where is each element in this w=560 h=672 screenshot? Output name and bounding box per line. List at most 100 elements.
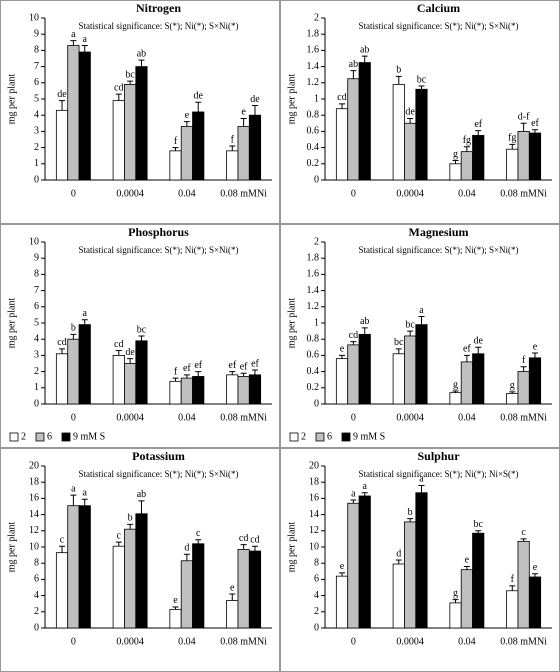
y-tick-label: 18: [29, 476, 39, 487]
y-tick-label: 3: [34, 350, 39, 361]
bar-letter: f: [231, 134, 235, 145]
bar: [358, 333, 371, 405]
bar: [248, 114, 262, 181]
chart-title: Potassium: [132, 449, 185, 463]
error-bar: [195, 539, 202, 544]
bar: [506, 590, 519, 629]
bar: [78, 505, 91, 629]
bar-letter: fg: [508, 133, 516, 144]
y-tick-label: 4: [34, 590, 39, 601]
bar-letter: d: [184, 543, 189, 554]
bar: [192, 376, 205, 405]
y-tick-label: 10: [309, 541, 319, 552]
y-tick-label: 9: [34, 252, 39, 263]
bar-letter: e: [241, 107, 246, 118]
bar: [404, 122, 417, 181]
y-tick-label: 3: [34, 126, 39, 137]
legend-label: 9 mM S: [73, 431, 105, 442]
error-bar: [350, 341, 357, 345]
bar-letter: e: [533, 341, 538, 352]
y-tick-label: 1: [314, 317, 319, 328]
legend-label: 6: [47, 431, 52, 442]
bar-letter: ef: [240, 362, 248, 373]
bar-letter: ef: [194, 360, 202, 371]
bar: [67, 505, 80, 629]
bar: [112, 100, 125, 181]
bar-letter: de: [473, 336, 483, 347]
bar: [67, 45, 80, 181]
error-bar: [531, 573, 538, 577]
bar: [112, 354, 125, 405]
bar-letter: ab: [360, 316, 369, 327]
chart-subtitle: Statistical significance: S(*); Ni(*); S…: [358, 21, 518, 31]
x-tick-label: 0.08 mMNi: [500, 188, 547, 199]
error-bar: [251, 104, 258, 116]
bar: [517, 371, 530, 405]
y-tick-label: 4: [314, 590, 319, 601]
panel-border: [0, 224, 280, 448]
bar-letter: f: [174, 366, 178, 377]
y-tick-label: 0: [34, 398, 39, 409]
error-bar: [127, 80, 134, 85]
chart-title: Calcium: [417, 1, 460, 15]
bar: [226, 374, 239, 405]
bar: [460, 151, 473, 181]
bar: [347, 344, 360, 405]
bar: [528, 357, 542, 405]
bar-letter: a: [71, 29, 76, 40]
y-axis-label: mg per plant: [286, 74, 297, 125]
y-tick-label: 16: [309, 493, 319, 504]
x-tick-label: 0: [71, 412, 76, 423]
y-tick-label: 1: [34, 382, 39, 393]
bar: [449, 392, 462, 405]
error-bar: [195, 371, 202, 377]
bar-letter: ef: [531, 118, 539, 129]
bar: [135, 66, 148, 181]
y-axis-label: mg per plant: [6, 522, 17, 573]
bar-letter: ef: [228, 360, 236, 371]
chart-title: Magnesium: [409, 225, 469, 239]
bar: [358, 495, 371, 629]
y-tick-label: 0.4: [307, 142, 320, 153]
bar: [237, 376, 250, 405]
x-tick-label: 0.08 mMNi: [220, 636, 267, 647]
bar-letter: c: [117, 530, 122, 541]
chart-title: Nitrogen: [136, 1, 181, 15]
y-tick-label: 1.8: [307, 252, 320, 263]
y-tick-label: 2: [314, 12, 319, 23]
bar-letter: e: [533, 562, 538, 573]
bar-letter: bc: [405, 319, 415, 330]
y-axis-label: mg per plant: [286, 298, 297, 349]
y-tick-label: 8: [314, 557, 319, 568]
y-tick-label: 0: [34, 622, 39, 633]
x-tick-label: 0.0004: [116, 636, 144, 647]
error-bar: [395, 559, 402, 565]
y-tick-label: 1.6: [307, 269, 320, 280]
error-bar: [138, 335, 145, 341]
error-bar: [138, 500, 145, 514]
x-tick-label: 0.0004: [116, 188, 144, 199]
error-bar: [339, 103, 346, 109]
y-tick-label: 6: [34, 301, 39, 312]
y-tick-label: 1.2: [307, 77, 320, 88]
y-tick-label: 18: [309, 476, 319, 487]
bar: [415, 492, 428, 629]
bar-letter: e: [185, 110, 190, 121]
bar: [237, 549, 250, 629]
error-bar: [407, 330, 414, 336]
x-tick-label: 0: [351, 412, 356, 423]
error-bar: [339, 354, 346, 359]
bar: [180, 560, 193, 629]
bar-letter: e: [465, 555, 470, 566]
bar: [180, 377, 193, 405]
bar-letter: a: [419, 305, 424, 316]
error-bar: [531, 129, 538, 134]
bar-letter: a: [82, 488, 87, 499]
error-bar: [240, 544, 247, 550]
bar-letter: ab: [360, 44, 369, 55]
bar-letter: bc: [125, 69, 135, 80]
bar-letter: ef: [183, 363, 191, 374]
legend-swatch: [289, 432, 299, 442]
y-tick-label: 9: [34, 28, 39, 39]
bar-letter: b: [396, 65, 401, 76]
